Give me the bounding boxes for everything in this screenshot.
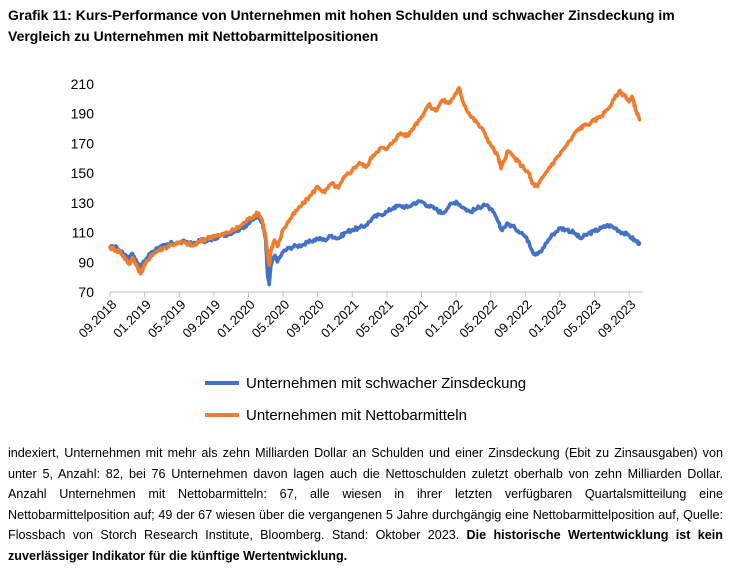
- y-tick-label: 190: [71, 106, 95, 122]
- y-axis-ticks: 70 90 110 130 150 170 190 210: [71, 76, 95, 300]
- footnote-text: indexiert, Unternehmen mit mehr als zehn…: [8, 446, 723, 543]
- legend: Unternehmen mit schwacher Zinsdeckung Un…: [205, 370, 526, 428]
- legend-label-net-cash: Unternehmen mit Nettobarmitteln: [246, 406, 467, 424]
- y-tick-label: 110: [72, 225, 95, 241]
- chart-title: Grafik 11: Kurs-Performance von Unterneh…: [8, 7, 675, 44]
- footnote-disclaimer: Die historische Wertentwicklung ist kein…: [8, 528, 723, 563]
- series-lines: [108, 86, 642, 287]
- legend-swatch-orange: [205, 413, 239, 417]
- legend-item-net-cash: Unternehmen mit Nettobarmitteln: [205, 402, 526, 428]
- y-tick-label: 130: [71, 195, 95, 211]
- series-line-net-cash: [108, 86, 642, 276]
- legend-label-weak-coverage: Unternehmen mit schwacher Zinsdeckung: [246, 374, 527, 392]
- y-tick-label: 70: [78, 284, 94, 300]
- legend-item-weak-coverage: Unternehmen mit schwacher Zinsdeckung: [205, 370, 526, 396]
- y-tick-label: 150: [71, 165, 95, 181]
- y-tick-label: 170: [71, 135, 95, 151]
- x-axis-ticks: 09.201801.201905.201909.201901.202005.20…: [75, 292, 638, 341]
- y-tick-label: 210: [71, 76, 95, 92]
- y-tick-label: 90: [78, 254, 94, 270]
- footnote: indexiert, Unternehmen mit mehr als zehn…: [8, 443, 723, 567]
- legend-swatch-blue: [205, 381, 239, 385]
- line-chart: 70 90 110 130 150 170 190 210 09.201801.201905.…: [71, 76, 643, 341]
- x-tick-label: 09.2023: [595, 297, 639, 341]
